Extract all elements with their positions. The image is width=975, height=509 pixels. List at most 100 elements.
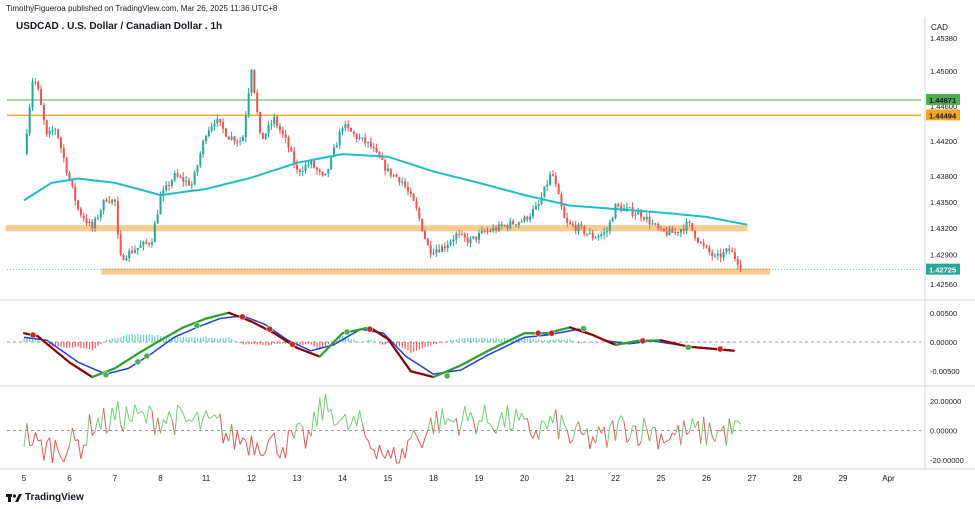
macd-histogram-bar <box>208 337 210 342</box>
candle-body <box>327 169 330 174</box>
momentum-line-segment <box>467 412 471 422</box>
macd-histogram-bar <box>728 342 730 343</box>
momentum-line-segment <box>634 425 639 446</box>
momentum-line-segment <box>148 405 153 412</box>
candle-body <box>594 237 597 239</box>
macd-histogram-bar <box>259 342 261 345</box>
macd-histogram-bar <box>339 336 341 342</box>
momentum-line-segment <box>259 453 264 457</box>
candle-body <box>532 209 535 217</box>
macd-histogram-bar <box>319 342 321 350</box>
candle-body <box>28 107 31 134</box>
macd-histogram-bar <box>489 338 492 342</box>
candle-body <box>25 133 28 155</box>
macd-histogram-bar <box>299 342 301 345</box>
macd-axis-label: -0.00500 <box>930 367 960 376</box>
tradingview-logo-text: TradingView <box>25 492 84 503</box>
tradingview-logo[interactable]: TradingView <box>6 492 84 503</box>
macd-histogram-bar <box>86 342 88 349</box>
publish-info: TimothyFigueroa published on TradingView… <box>6 4 278 13</box>
macd-histogram-bar <box>268 342 270 346</box>
momentum-line-segment <box>330 409 335 426</box>
macd-histogram-bar <box>88 342 91 350</box>
candle-body <box>401 181 404 183</box>
macd-histogram-bar <box>66 342 68 348</box>
grid <box>0 17 975 470</box>
macd-panel <box>7 311 921 380</box>
momentum-line-segment <box>725 418 730 446</box>
macd-histogram-bar <box>100 342 102 345</box>
candle-body <box>148 243 151 245</box>
momentum-line-segment <box>310 411 315 437</box>
macd-histogram-bar <box>32 338 34 342</box>
macd-histogram-bar <box>185 337 187 342</box>
time-axis-label: 27 <box>748 474 757 483</box>
candle-body <box>142 241 145 246</box>
momentum-line-segment <box>134 404 139 415</box>
macd-cross-marker <box>29 331 37 339</box>
macd-histogram-bar <box>381 342 384 345</box>
macd-histogram-bar <box>615 342 617 346</box>
macd-cross-marker <box>289 341 296 348</box>
candle-body <box>273 116 276 125</box>
momentum-line-segment <box>663 440 667 444</box>
momentum-line-segment <box>231 424 235 450</box>
macd-histogram-bar <box>694 341 696 343</box>
momentum-line-segment <box>336 420 341 425</box>
macd-histogram-bar <box>472 338 475 342</box>
candle-body <box>605 231 608 233</box>
last-price-label: 1.42725 <box>929 266 956 275</box>
macd-histogram-bar <box>353 339 355 342</box>
macd-histogram-bar <box>242 342 244 345</box>
momentum-line-segment <box>515 408 520 421</box>
macd-histogram-bar <box>91 342 93 351</box>
momentum-line-segment <box>484 404 489 423</box>
macd-histogram-bar <box>700 341 702 343</box>
momentum-line-segment <box>179 407 184 414</box>
candle-body <box>227 136 230 140</box>
time-axis-label: 7 <box>113 474 118 483</box>
macd-histogram-bar <box>214 338 216 342</box>
momentum-line-segment <box>233 430 238 450</box>
momentum-line-segment <box>435 411 440 434</box>
momentum-line-segment <box>202 410 207 419</box>
momentum-axis-label: 0.00000 <box>930 426 957 435</box>
candle-body <box>625 207 628 209</box>
momentum-line-segment <box>680 420 685 446</box>
momentum-line-segment <box>376 444 380 460</box>
momentum-line-segment <box>185 419 190 423</box>
candle-body <box>270 124 273 126</box>
macd-histogram-bar <box>165 336 167 342</box>
momentum-line-segment <box>421 438 426 449</box>
price-axis-label: 1.42900 <box>930 250 957 259</box>
momentum-line-segment <box>521 413 525 420</box>
macd-cross-marker <box>685 344 692 351</box>
momentum-line-segment <box>32 432 36 446</box>
time-axis-label: 18 <box>429 474 438 483</box>
momentum-line-segment <box>100 407 105 430</box>
macd-histogram-bar <box>313 342 315 347</box>
candle-body <box>526 216 529 220</box>
macd-histogram-bar <box>421 342 423 349</box>
macd-histogram-bar <box>114 338 116 342</box>
currency-label: CAD <box>931 23 948 32</box>
candle-body <box>517 222 520 225</box>
time-axis-label: 14 <box>338 474 347 483</box>
macd-histogram-bar <box>60 342 62 347</box>
candle-body <box>460 233 463 235</box>
macd-histogram-bar <box>512 337 514 342</box>
momentum-line-segment <box>387 449 392 459</box>
macd-histogram-bar <box>370 339 372 342</box>
momentum-line-segment <box>566 429 571 444</box>
momentum-line-segment <box>470 411 474 420</box>
macd-histogram-bar <box>322 342 324 348</box>
momentum-line-segment <box>356 410 361 427</box>
candle-body <box>165 185 168 191</box>
axes: 1.42560 1.42900 1.43200 1.43500 1.43800 1.442… <box>7 34 964 483</box>
candle-body <box>290 147 293 152</box>
momentum-line-segment <box>188 419 193 422</box>
macd-histogram-bar <box>424 342 426 348</box>
momentum-line-segment <box>262 451 267 457</box>
candle-body <box>264 133 267 139</box>
